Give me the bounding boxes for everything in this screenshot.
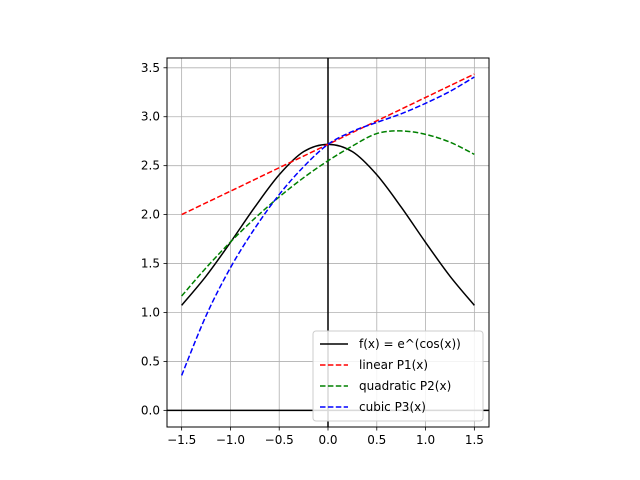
- x-tick-label: 0.5: [367, 433, 386, 447]
- y-tick-label: 2.5: [141, 159, 160, 173]
- legend-box: [312, 330, 484, 422]
- x-tick-label: −1.0: [216, 433, 245, 447]
- legend: f(x) = e^(cos(x)) linear P1(x) quadratic P…: [312, 330, 484, 422]
- y-tick-label: 1.0: [141, 305, 160, 319]
- x-tick-label: −0.5: [265, 433, 294, 447]
- y-tick-label: 0.0: [141, 403, 160, 417]
- x-tick-label: 1.5: [465, 433, 484, 447]
- x-tick-label: 1.0: [416, 433, 435, 447]
- series-line-quadratic-p2-x: [181, 130, 475, 297]
- legend-label-quadratic-p2-x: quadratic P2(x): [359, 379, 451, 393]
- y-tick-label: 2.0: [141, 208, 160, 222]
- y-tick-label: 1.5: [141, 257, 160, 271]
- y-axis-ticks: 0.0 0.5 1.0 1.5 2.0 2.5 3.0 3.5: [141, 61, 167, 417]
- series-line-cubic-p3-x: [180, 76, 475, 376]
- legend-label-f-x-e-cos-x: f(x) = e^(cos(x)): [359, 337, 461, 351]
- x-tick-label: 0.0: [318, 433, 337, 447]
- x-axis-ticks: −1.5 −1.0 −0.5 0.0 0.5 1.0 1.5: [167, 427, 484, 447]
- series-lines: [180, 73, 475, 376]
- y-tick-label: 3.0: [141, 110, 160, 124]
- y-tick-label: 3.5: [141, 61, 160, 75]
- y-tick-label: 0.5: [141, 354, 160, 368]
- legend-label-cubic-p3-x: cubic P3(x): [359, 400, 426, 414]
- legend-label-linear-p1-x: linear P1(x): [359, 358, 428, 372]
- x-tick-label: −1.5: [167, 433, 196, 447]
